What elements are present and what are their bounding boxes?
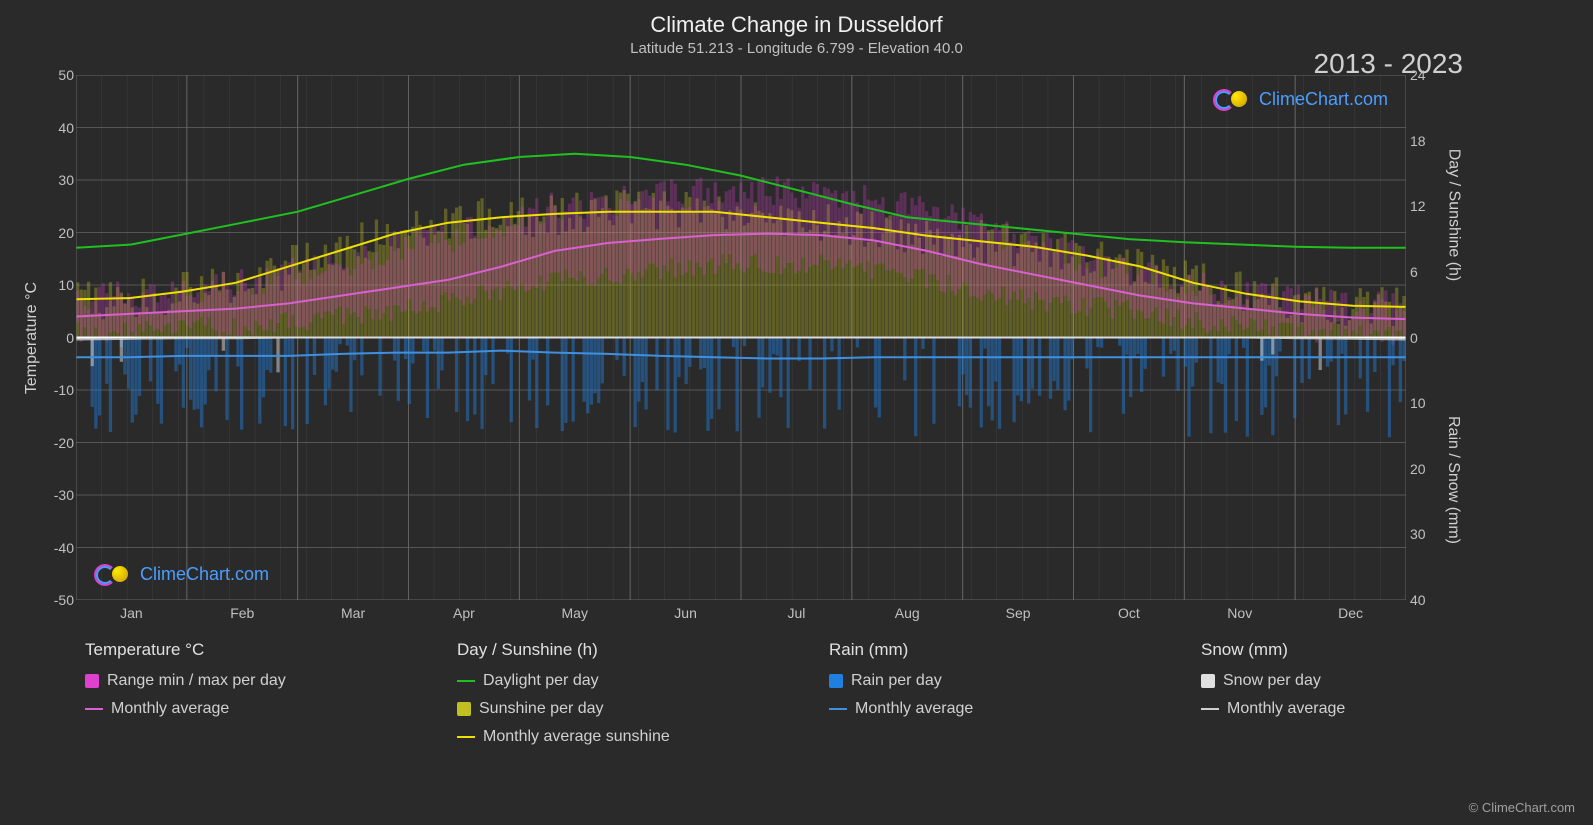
swatch-line-icon <box>829 708 847 710</box>
y-right-tick: 10 <box>1410 395 1426 411</box>
y-right-tick: 40 <box>1410 592 1426 608</box>
x-tick: Mar <box>341 605 365 621</box>
y-left-tick: -50 <box>54 592 74 608</box>
watermark-text: ClimeChart.com <box>140 564 269 585</box>
swatch-icon <box>85 674 99 688</box>
swatch-icon <box>1201 674 1215 688</box>
x-tick: Aug <box>895 605 920 621</box>
legend-col-snow: Snow (mm) Snow per day Monthly average <box>1201 640 1533 756</box>
y-right-tick: 18 <box>1410 133 1426 149</box>
y-left-tick: -40 <box>54 540 74 556</box>
copyright-label: © ClimeChart.com <box>1469 800 1575 815</box>
plot-area: ClimeChart.com ClimeChart.com <box>76 75 1406 600</box>
y-left-axis-label: Temperature °C <box>22 75 42 600</box>
x-tick: Nov <box>1227 605 1252 621</box>
chart-container: Climate Change in Dusseldorf Latitude 51… <box>0 0 1593 825</box>
y-left-tick: 10 <box>58 277 74 293</box>
x-tick: May <box>562 605 588 621</box>
legend-col-daysun: Day / Sunshine (h) Daylight per day Suns… <box>457 640 789 756</box>
y-right-tick: 24 <box>1410 67 1426 83</box>
legend-item: Monthly average sunshine <box>457 728 789 746</box>
watermark-top: ClimeChart.com <box>1213 87 1388 111</box>
plot-svg <box>76 75 1406 600</box>
swatch-icon <box>457 702 471 716</box>
x-tick: Apr <box>453 605 475 621</box>
swatch-line-icon <box>1201 708 1219 710</box>
x-tick: Sep <box>1006 605 1031 621</box>
legend-item: Snow per day <box>1201 672 1533 690</box>
swatch-line-icon <box>457 736 475 738</box>
legend-header: Day / Sunshine (h) <box>457 640 789 660</box>
swatch-line-icon <box>457 680 475 682</box>
y-right-ticks: 0612182410203040 <box>1410 75 1444 600</box>
swatch-icon <box>829 674 843 688</box>
swatch-line-icon <box>85 708 103 710</box>
x-tick: Dec <box>1338 605 1363 621</box>
legend: Temperature °C Range min / max per day M… <box>85 640 1533 756</box>
y-left-tick: 30 <box>58 172 74 188</box>
x-tick: Jul <box>787 605 805 621</box>
climechart-logo-icon <box>94 562 134 586</box>
y-left-tick: -20 <box>54 435 74 451</box>
y-right-tick: 6 <box>1410 264 1418 280</box>
y-left-tick: 40 <box>58 120 74 136</box>
watermark-text: ClimeChart.com <box>1259 89 1388 110</box>
legend-header: Rain (mm) <box>829 640 1161 660</box>
watermark-bottom: ClimeChart.com <box>94 562 269 586</box>
x-tick: Feb <box>230 605 254 621</box>
legend-item: Range min / max per day <box>85 672 417 690</box>
legend-item: Daylight per day <box>457 672 789 690</box>
legend-col-temperature: Temperature °C Range min / max per day M… <box>85 640 417 756</box>
y-left-ticks: -50-40-30-20-1001020304050 <box>40 75 74 600</box>
y-right-tick: 20 <box>1410 461 1426 477</box>
legend-item: Rain per day <box>829 672 1161 690</box>
legend-item: Monthly average <box>829 700 1161 718</box>
x-tick: Oct <box>1118 605 1140 621</box>
x-tick: Jun <box>674 605 697 621</box>
y-left-tick: 50 <box>58 67 74 83</box>
legend-header: Temperature °C <box>85 640 417 660</box>
y-right-tick: 12 <box>1410 198 1426 214</box>
y-left-tick: -30 <box>54 487 74 503</box>
x-ticks: Jan Feb Mar Apr May Jun Jul Aug Sep Oct Nov Dec <box>76 605 1406 630</box>
y-left-tick: 20 <box>58 225 74 241</box>
legend-item: Sunshine per day <box>457 700 789 718</box>
legend-item: Monthly average <box>85 700 417 718</box>
chart-title: Climate Change in Dusseldorf <box>0 12 1593 38</box>
y-right-bottom-axis-label: Rain / Snow (mm) <box>1443 360 1463 600</box>
legend-col-rain: Rain (mm) Rain per day Monthly average <box>829 640 1161 756</box>
y-right-tick: 30 <box>1410 526 1426 542</box>
y-left-tick: 0 <box>66 330 74 346</box>
climechart-logo-icon <box>1213 87 1253 111</box>
y-right-tick: 0 <box>1410 330 1418 346</box>
legend-item: Monthly average <box>1201 700 1533 718</box>
y-right-top-axis-label: Day / Sunshine (h) <box>1443 95 1463 335</box>
legend-header: Snow (mm) <box>1201 640 1533 660</box>
x-tick: Jan <box>120 605 143 621</box>
y-left-tick: -10 <box>54 382 74 398</box>
